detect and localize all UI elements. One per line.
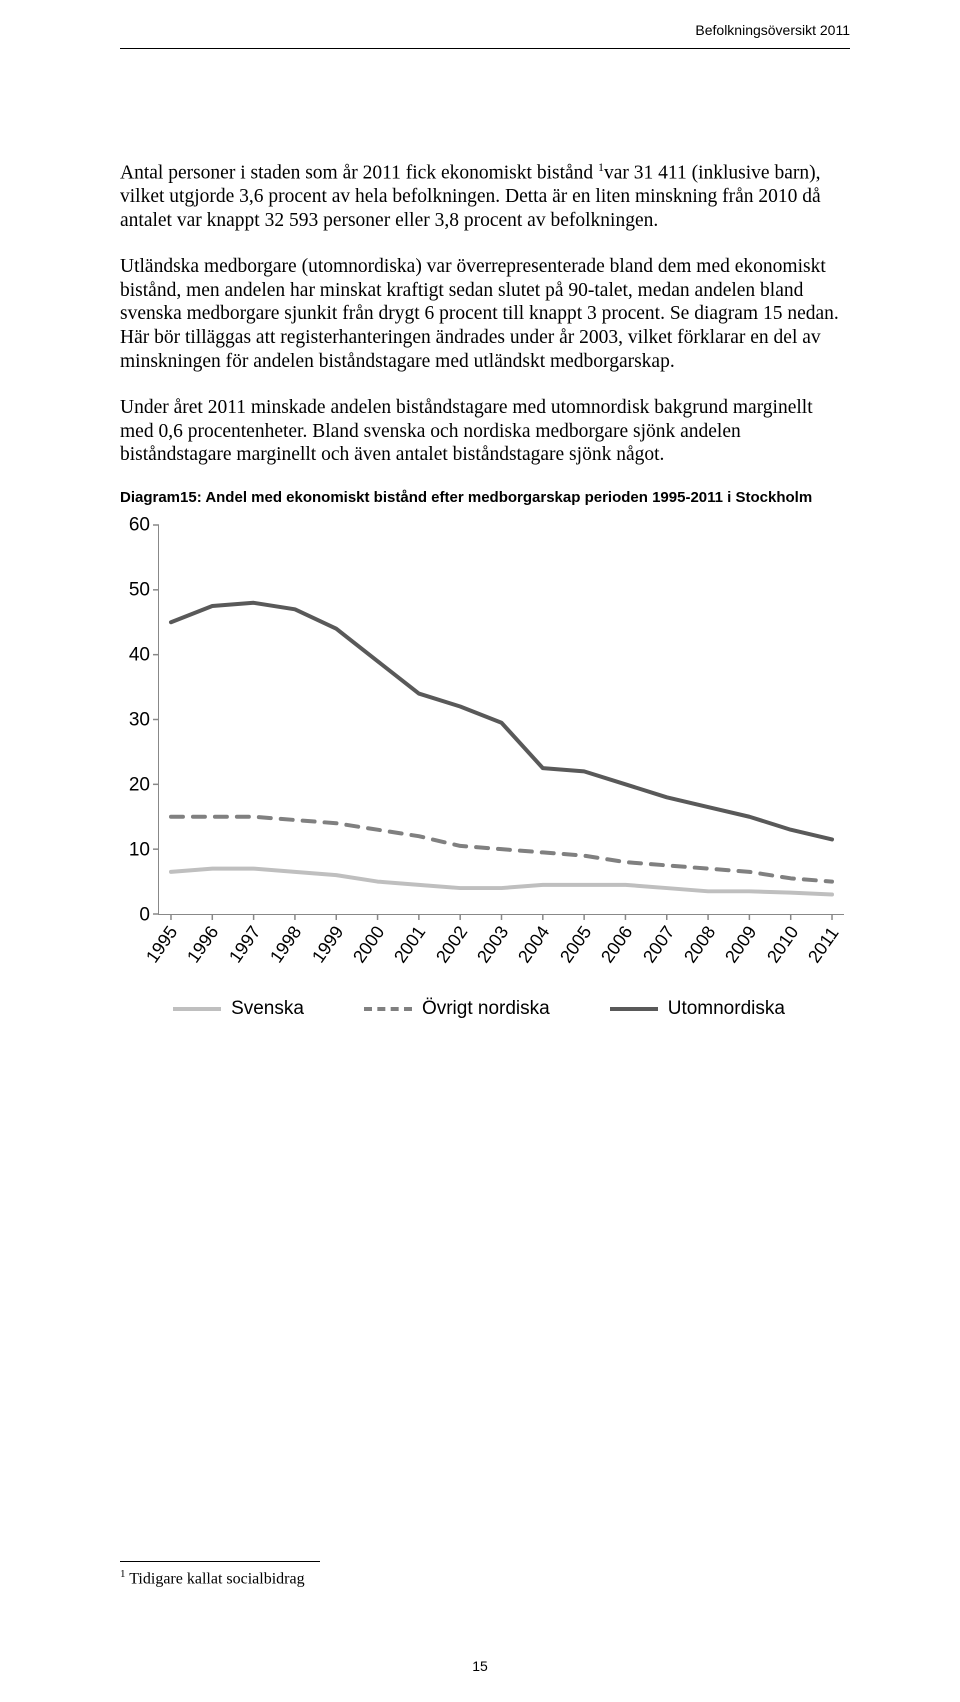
x-tick-label: 2002 <box>432 923 473 968</box>
legend-item-utom: Utomnordiska <box>610 997 785 1020</box>
x-tick-label: 2004 <box>514 923 555 968</box>
chart-grid: 0102030405060 <box>114 525 844 915</box>
chart-svg <box>159 525 844 914</box>
diagram-caption: Diagram15: Andel med ekonomiskt bistånd … <box>120 489 850 507</box>
legend-item-ovrigt: Övrigt nordiska <box>364 997 550 1020</box>
legend-label-utom: Utomnordiska <box>668 997 785 1020</box>
line-chart: 0102030405060 19951996199719981999200020… <box>114 525 844 1020</box>
page: Befolkningsöversikt 2011 Antal personer … <box>0 0 960 1702</box>
y-tick-label: 30 <box>114 709 150 732</box>
legend-label-svenska: Svenska <box>231 997 304 1020</box>
footnote-text: Tidigare kallat socialbidrag <box>126 1570 305 1587</box>
paragraph-2: Utländska medborgare (utomnordiska) var … <box>120 255 850 374</box>
legend-label-ovrigt: Övrigt nordiska <box>422 997 550 1020</box>
paragraph-1: Antal personer i staden som år 2011 fick… <box>120 160 850 233</box>
header-rule <box>120 48 850 49</box>
running-header: Befolkningsöversikt 2011 <box>695 22 850 38</box>
legend-item-svenska: Svenska <box>173 997 304 1020</box>
x-tick-label: 2008 <box>680 923 721 968</box>
y-tick-label: 40 <box>114 644 150 667</box>
page-number: 15 <box>0 1658 960 1674</box>
legend-swatch-svenska <box>173 1007 221 1011</box>
x-tick-label: 2001 <box>390 923 431 968</box>
x-tick-label: 1996 <box>183 923 224 968</box>
x-axis: 1995199619971998199920002001200220032004… <box>114 915 844 975</box>
x-tick-label: 1998 <box>266 923 307 968</box>
x-tick-label: 2003 <box>473 923 514 968</box>
y-tick-label: 50 <box>114 579 150 602</box>
plot-area <box>158 525 844 915</box>
para1-part-a: Antal personer i staden som år 2011 fick… <box>120 163 598 184</box>
footnote-rule <box>120 1561 320 1562</box>
y-tick-label: 10 <box>114 839 150 862</box>
x-tick-label: 2009 <box>721 923 762 968</box>
x-tick-label: 1995 <box>142 923 183 968</box>
y-tick-label: 20 <box>114 774 150 797</box>
y-axis: 0102030405060 <box>114 525 158 915</box>
x-tick-label: 2005 <box>556 923 597 968</box>
x-tick-label: 1997 <box>225 923 266 968</box>
chart-legend: Svenska Övrigt nordiska Utomnordiska <box>114 997 844 1020</box>
paragraph-3: Under året 2011 minskade andelen bistånd… <box>120 396 850 467</box>
x-tick-label: 2000 <box>349 923 390 968</box>
x-tick-label: 2007 <box>639 923 680 968</box>
y-tick-label: 60 <box>114 514 150 537</box>
body-text: Antal personer i staden som år 2011 fick… <box>120 160 850 1588</box>
x-tick-label: 1999 <box>308 923 349 968</box>
footnote: 1 Tidigare kallat socialbidrag <box>120 1568 850 1589</box>
x-tick-label: 2010 <box>763 923 804 968</box>
x-tick-label: 2006 <box>597 923 638 968</box>
legend-swatch-utom <box>610 1007 658 1011</box>
legend-swatch-ovrigt <box>364 1007 412 1011</box>
x-tick-label: 2011 <box>804 924 844 968</box>
